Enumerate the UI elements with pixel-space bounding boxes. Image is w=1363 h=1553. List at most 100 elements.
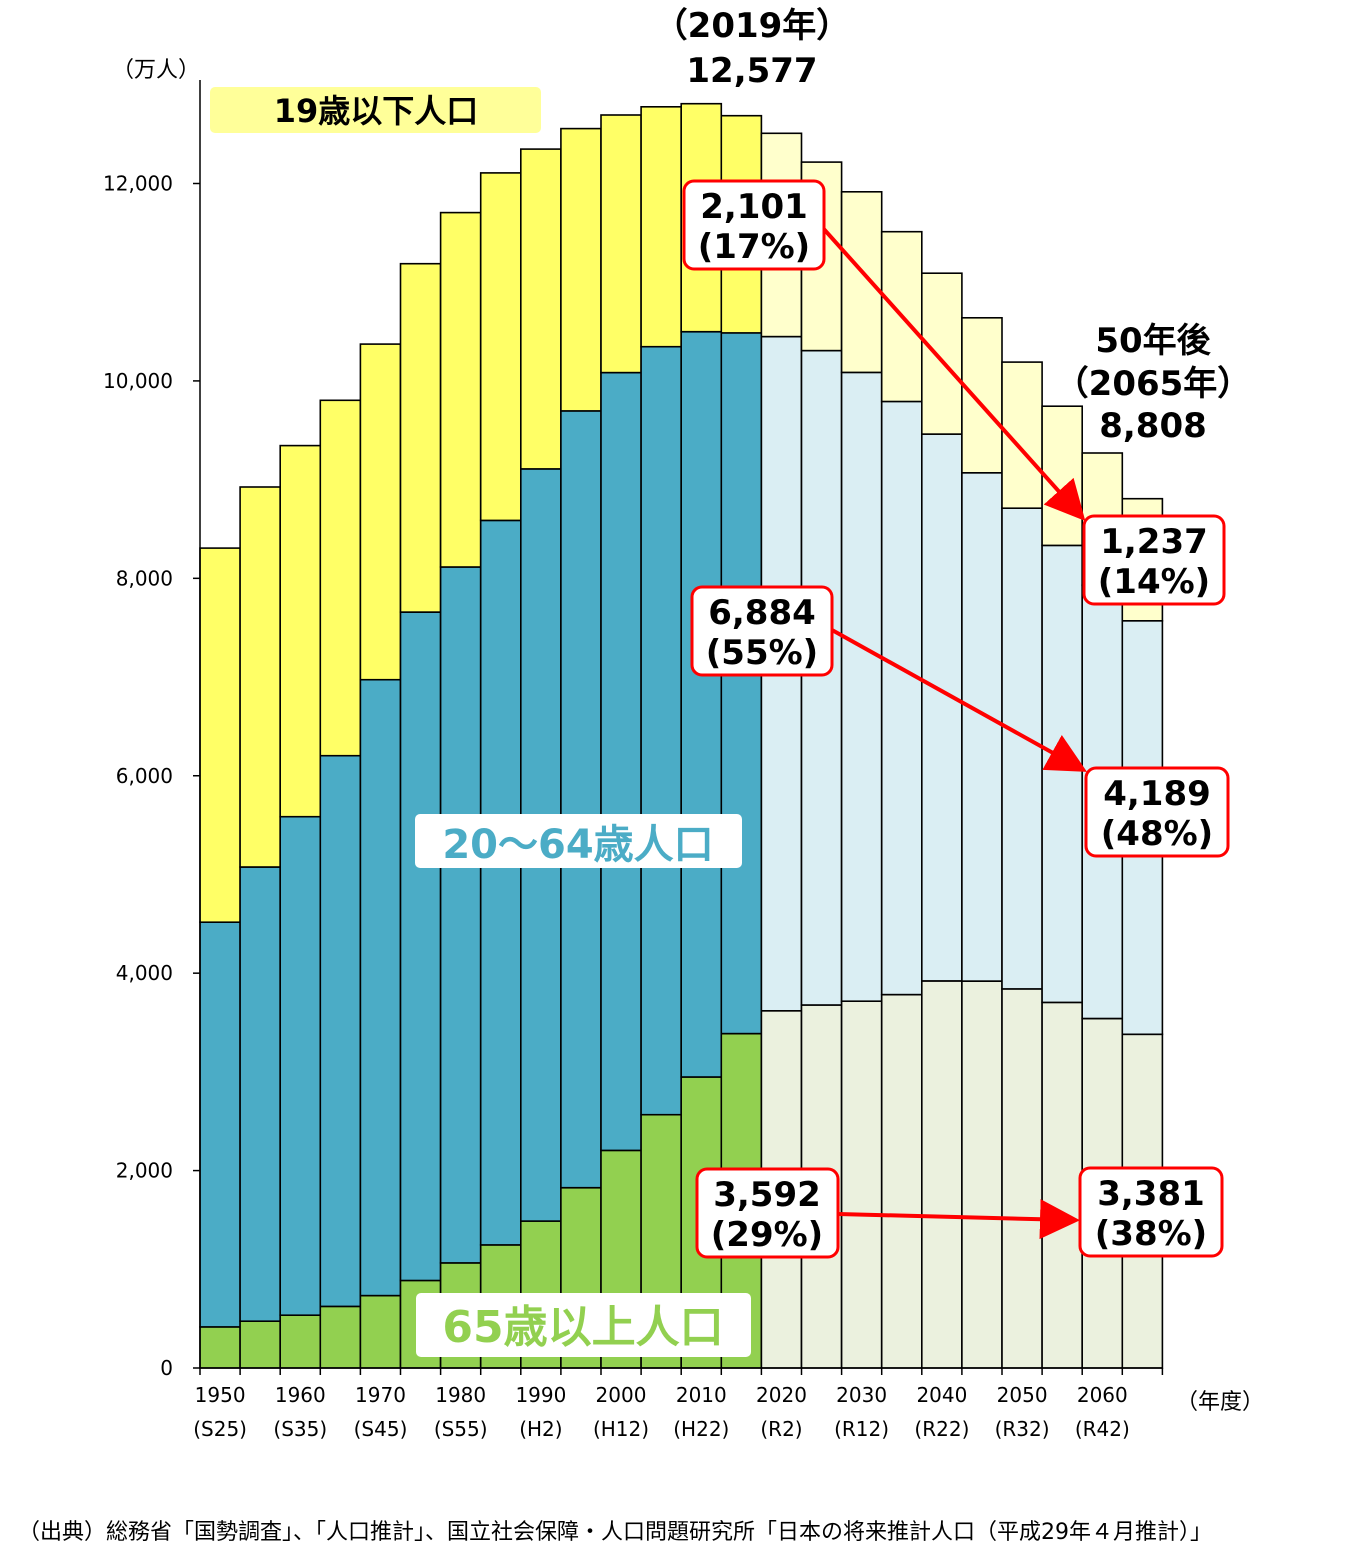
x-tick-era-label: (S55) [434,1417,488,1441]
bar-working-1960 [279,815,322,1317]
bar-working-1985 [479,519,522,1246]
x-tick-era-label: (H22) [673,1417,729,1441]
y-tick-label: 10,000 [103,369,173,393]
x-tick-era-label: (R22) [914,1417,969,1441]
x-tick-era-label: (S25) [193,1417,247,1441]
future-title-label: 50年後 [1095,321,1211,361]
bar-working-2055 [1041,544,1083,1004]
x-tick-year-label: 1980 [435,1383,486,1407]
y-tick-label: 8,000 [116,566,173,590]
bar-under19-1960 [279,444,322,818]
x-tick-year-label: 2030 [836,1383,887,1407]
box-working-to-pct: (48%) [1101,814,1213,854]
bar-working-1950 [199,921,241,1328]
x-tick-year-label: 2050 [997,1383,1048,1407]
bar-working-2010 [680,330,723,1078]
y-tick-label: 6,000 [116,764,173,788]
bar-under19-2005 [640,106,682,348]
y-unit-label: （万人） [112,58,200,83]
bar-elderly-2050 [1001,988,1043,1369]
bar-working-2000 [600,371,642,1152]
box-under19-to-value: 1,237 [1100,522,1208,562]
bar-elderly-1950 [199,1326,241,1369]
bar-working-2015 [720,331,763,1035]
x-tick-year-label: 2020 [756,1383,807,1407]
x-tick-year-label: 2060 [1077,1383,1128,1407]
bar-elderly-1960 [279,1314,322,1369]
bar-working-1965 [319,754,362,1308]
peak-value-label: 12,577 [686,51,817,91]
bar-elderly-2035 [880,993,923,1369]
source-note: （出典）総務省「国勢調査」、「人口推計」、国立社会保障・人口問題研究所「日本の将… [18,1520,1212,1545]
bar-under19-2030 [840,191,883,374]
bar-working-1995 [560,410,602,1189]
x-tick-year-label: 1960 [275,1383,326,1407]
bar-under19-1970 [359,343,402,681]
box-elderly-from: 3,592 (29%) [695,1167,840,1259]
box-under19-to: 1,237 (14%) [1082,514,1226,606]
y-tick-label: 12,000 [103,172,173,196]
bar-under19-1965 [319,399,362,757]
bar-working-2035 [880,400,923,996]
x-tick-year-label: 1970 [355,1383,406,1407]
bar-under19-1955 [239,486,282,868]
box-working-to: 4,189 (48%) [1084,766,1230,858]
bar-working-2025 [800,349,843,1006]
box-under19-from-pct: (17%) [698,227,810,267]
bars-layer [199,102,1164,1369]
elderly-label-bg [416,1293,751,1357]
bar-under19-2055 [1041,405,1083,547]
bar-elderly-1970 [359,1294,402,1369]
bar-elderly-2030 [840,1000,883,1369]
bar-elderly-2045 [961,980,1003,1369]
bar-working-2045 [961,471,1003,982]
arrow-under19 [820,225,1086,521]
x-tick-era-label: (R32) [995,1417,1050,1441]
bar-working-2030 [840,371,883,1002]
peak-year-label: （2019年） [654,6,851,46]
bar-working-2050 [1001,507,1043,990]
box-under19-to-pct: (14%) [1098,562,1210,602]
under19-label: 19歳以下人口 [274,92,479,130]
bar-working-1975 [399,611,442,1282]
bar-elderly-2055 [1041,1001,1083,1369]
x-ticks: 1950 (S25) 1960 (S35) 1970 (S45) 1980 (S55) 1990… [193,1368,1164,1441]
bar-working-2005 [640,345,682,1116]
future-value-label: 8,808 [1099,406,1207,446]
x-tick-year-label: 2000 [596,1383,647,1407]
bar-under19-1950 [199,547,241,923]
x-tick-year-label: 2040 [916,1383,967,1407]
y-tick-label: 2,000 [116,1159,173,1183]
box-working-to-value: 4,189 [1103,774,1211,814]
y-tick-label: 4,000 [116,961,173,985]
x-tick-year-label: 2010 [676,1383,727,1407]
bar-under19-1980 [439,211,482,568]
box-elderly-from-pct: (29%) [711,1215,823,1255]
bar-under19-2045 [961,316,1003,474]
elderly-label: 65歳以上人口 [442,1302,723,1353]
under19-label-bg [210,87,541,133]
working-label: 20～64歳人口 [442,822,713,868]
y-tick-label: 0 [160,1356,173,1380]
x-tick-era-label: (R12) [834,1417,889,1441]
box-working-from-value: 6,884 [708,593,816,633]
future-year-label: （2065年） [1055,364,1252,404]
bar-under19-2000 [600,114,642,374]
box-elderly-from-value: 3,592 [713,1175,821,1215]
box-under19-from-value: 2,101 [700,187,808,227]
population-chart: 0 2,000 4,000 6,000 8,000 10,000 12,000 1950 (S… [103,6,1264,1441]
arrow-elderly [837,1199,1080,1240]
working-label-bg [415,814,742,868]
bar-working-1980 [439,566,482,1264]
y-ticks: 0 2,000 4,000 6,000 8,000 10,000 12,000 [103,172,200,1380]
bar-elderly-1955 [239,1320,282,1369]
bar-under19-2040 [920,272,963,435]
bar-under19-1990 [519,148,562,470]
box-elderly-to-value: 3,381 [1097,1174,1205,1214]
x-unit-label: （年度） [1176,1390,1264,1415]
box-working-from-pct: (55%) [706,633,818,673]
box-under19-from: 2,101 (17%) [682,179,826,271]
box-elderly-to-pct: (38%) [1095,1214,1207,1254]
x-tick-era-label: (S45) [354,1417,408,1441]
bar-under19-1985 [479,172,522,522]
